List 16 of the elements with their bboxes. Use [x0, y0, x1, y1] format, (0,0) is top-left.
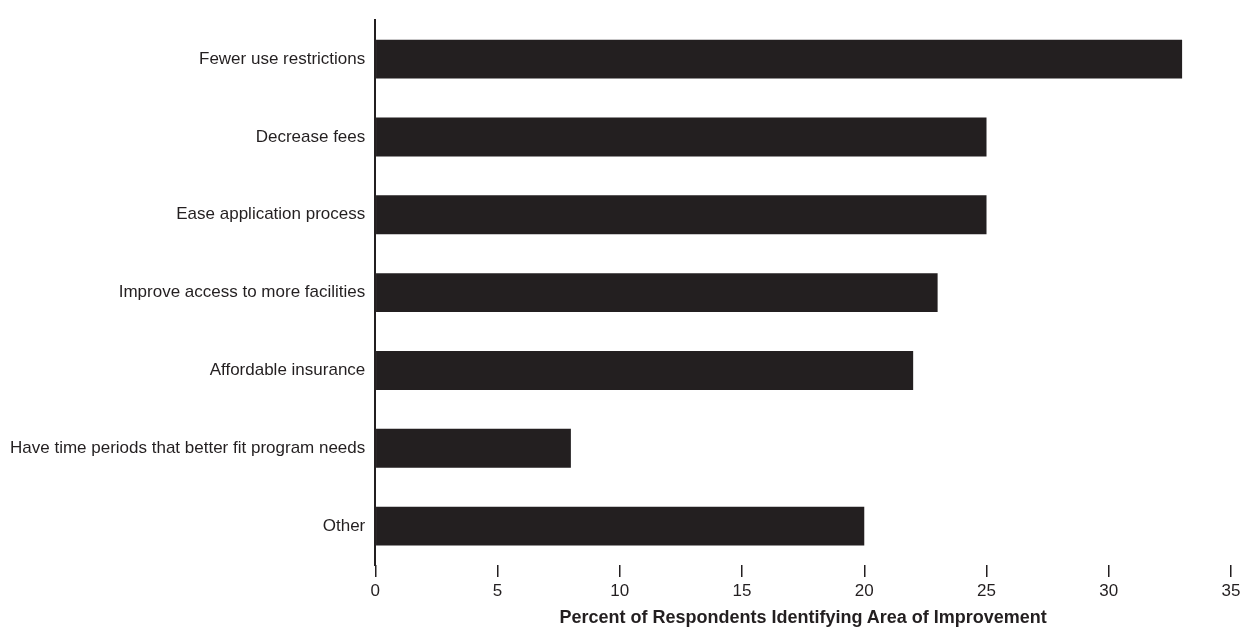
- x-tick-label: 15: [732, 580, 752, 600]
- x-tick-label: 20: [854, 580, 874, 600]
- x-tick-label: 0: [370, 580, 381, 600]
- x-tick-label: 25: [977, 580, 996, 600]
- x-tick-label: 35: [1221, 580, 1241, 600]
- y-tick-label: Have time periods that better fit program needs: [9, 437, 366, 457]
- x-tick-label: 5: [492, 580, 503, 600]
- y-tick-label: Affordable insurance: [209, 360, 366, 380]
- y-tick-label: Other: [322, 515, 366, 535]
- x-axis-title: Percent of Respondents Identifying Area of Improvement: [559, 607, 1047, 628]
- y-tick-label: Fewer use restrictions: [199, 48, 366, 68]
- y-tick-label: Decrease fees: [255, 126, 366, 146]
- x-tick-label: 30: [1099, 580, 1119, 600]
- y-tick-label: Ease application process: [176, 204, 366, 224]
- y-tick-label: Improve access to more facilities: [118, 282, 366, 302]
- x-tick-label: 10: [610, 580, 630, 600]
